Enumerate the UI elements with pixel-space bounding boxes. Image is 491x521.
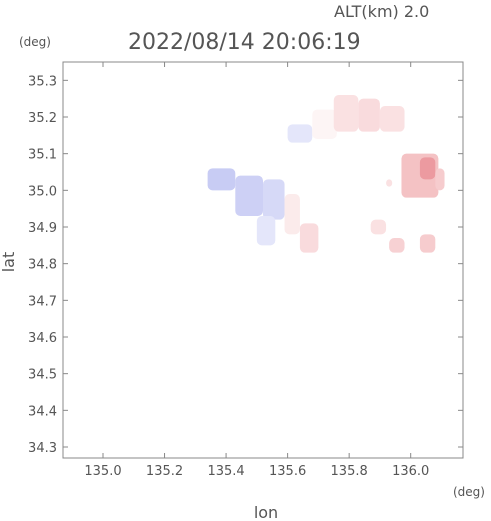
data-cell-13 [435,168,445,191]
data-cell-6 [287,124,313,143]
y-tick-label-10: 35.3 [28,74,57,89]
y-tick-label-7: 35.0 [28,184,57,199]
y-tick-label-5: 34.8 [28,258,57,273]
y-tick-label-2: 34.5 [28,368,57,383]
data-cell-14 [389,238,405,253]
data-cell-0 [207,168,236,191]
data-cell-5 [299,223,319,253]
data-cell-12 [419,157,436,180]
chart-title: 2022/08/14 20:06:19 [128,30,361,55]
data-cell-15 [419,234,436,253]
x-unit-label: (deg) [453,485,485,499]
data-cell-8 [333,95,359,132]
data-cell-9 [358,98,380,132]
x-tick-label-0: 135.0 [84,464,121,479]
x-tick-label-2: 135.4 [207,464,244,479]
data-cell-16 [370,219,387,235]
data-cell-10 [379,106,405,132]
y-tick-label-0: 34.3 [28,441,57,456]
data-cell-1 [235,175,263,216]
y-unit-label: (deg) [19,35,51,49]
data-cell-2 [263,179,285,220]
plot-area [207,95,445,253]
data-cell-3 [256,216,276,246]
data-cell-4 [284,194,300,235]
plot-frame [62,61,464,459]
y-axis-label: lat [0,252,18,273]
x-tick-label-3: 135.6 [269,464,306,479]
data-cell-17 [386,179,393,187]
x-axis-label: lon [254,503,278,521]
y-tick-label-9: 35.2 [28,111,57,126]
x-tick-label-1: 135.2 [146,464,183,479]
y-tick-label-4: 34.7 [28,294,57,309]
x-tick-label-5: 136.0 [392,464,429,479]
y-tick-label-3: 34.6 [28,331,57,346]
y-tick-label-8: 35.1 [28,148,57,163]
data-cell-7 [312,109,337,139]
axes: 135.0 135.2 135.4 135.6 135.8 136.0 34.3 34.4 34… [28,61,464,479]
y-tick-label-6: 34.9 [28,221,57,236]
y-tick-label-1: 34.4 [28,404,57,419]
x-tick-label-4: 135.8 [331,464,368,479]
altitude-label: ALT(km) 2.0 [334,2,429,21]
